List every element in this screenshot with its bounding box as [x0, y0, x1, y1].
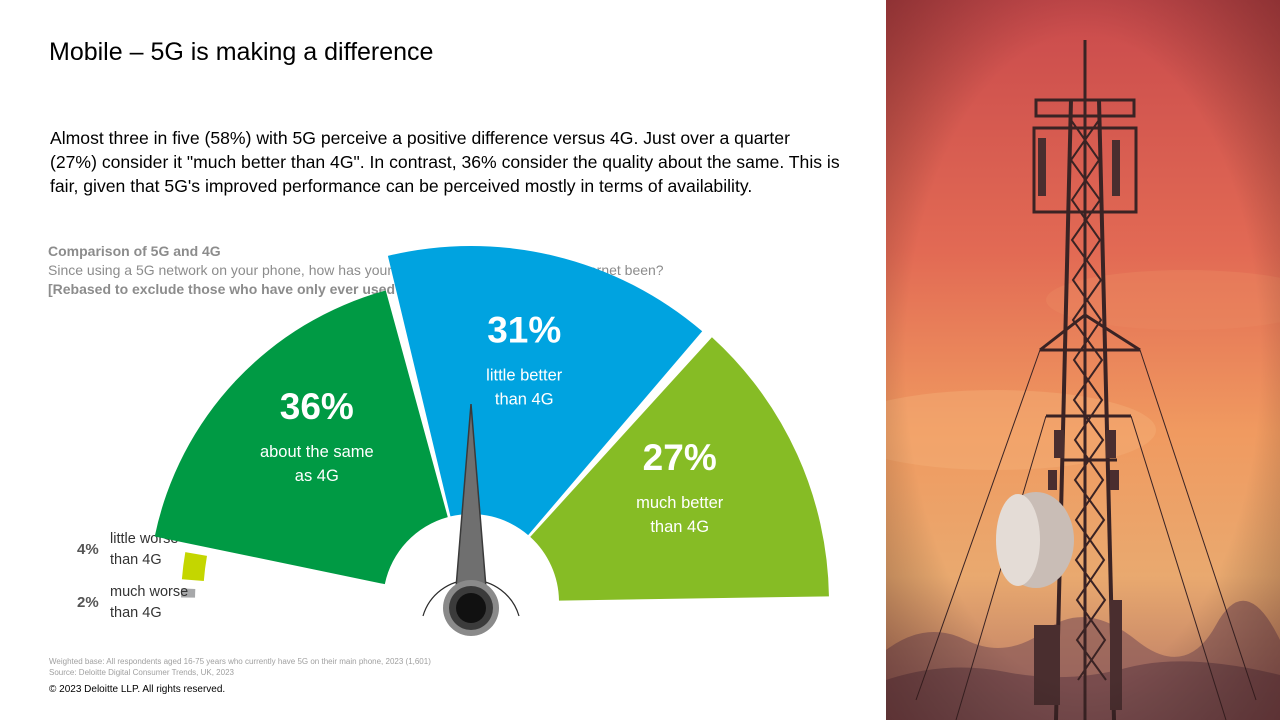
- intro-paragraph: Almost three in five (58%) with 5G perce…: [50, 128, 840, 196]
- gauge-slice-5: [530, 337, 829, 601]
- page-title: Mobile – 5G is making a difference: [49, 38, 434, 66]
- slice-category-label-4: than 4G: [495, 390, 554, 408]
- slice-value-label-2: 4%: [77, 541, 99, 558]
- slice-category-label-1: than 4G: [110, 605, 162, 621]
- slice-category-label-3: about the same: [260, 443, 374, 461]
- slice-value-label-4: 31%: [487, 309, 561, 350]
- slice-category-label-3: as 4G: [295, 467, 339, 485]
- gauge-slice-2: [181, 552, 207, 581]
- copyright: © 2023 Deloitte LLP. All rights reserved…: [49, 684, 226, 695]
- footer-base: Weighted base: All respondents aged 16-7…: [49, 657, 431, 666]
- slice-category-label-1: much worse: [110, 584, 188, 600]
- slice-category-label-4: little better: [486, 366, 563, 384]
- slice-value-label-5: 27%: [643, 437, 717, 478]
- slice-category-label-5: much better: [636, 494, 724, 512]
- chart-title: Comparison of 5G and 4G: [48, 243, 221, 259]
- needle-hub-center: [456, 593, 486, 623]
- slice-value-label-3: 36%: [280, 386, 354, 427]
- gauge-slice-3: [154, 290, 448, 585]
- gauge-slice-1: [181, 588, 196, 598]
- slice-value-label-1: 2%: [77, 594, 99, 611]
- footer-notes: Weighted base: All respondents aged 16-7…: [49, 656, 431, 678]
- footer-source: Source: Deloitte Digital Consumer Trends…: [49, 668, 234, 677]
- slice-category-label-2: than 4G: [110, 552, 162, 568]
- cell-tower-photo: [886, 0, 1280, 720]
- slice-category-label-5: than 4G: [650, 518, 709, 536]
